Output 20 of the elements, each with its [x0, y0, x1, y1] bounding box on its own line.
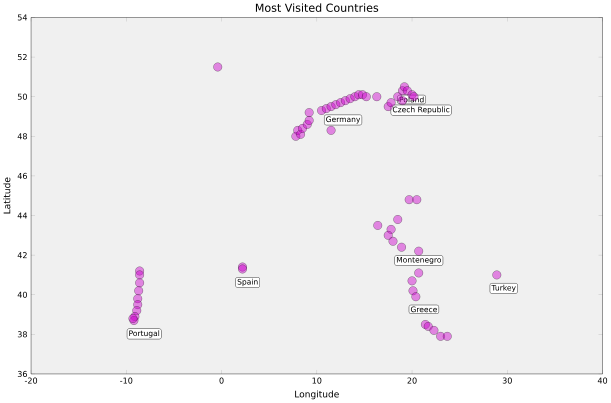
- x-tick-label: 30: [502, 378, 512, 384]
- y-tick-label: 42: [18, 252, 27, 258]
- x-tick-label: 10: [312, 378, 322, 384]
- y-tick-label: 44: [18, 212, 28, 219]
- y-tick-label: 36: [18, 371, 27, 378]
- x-tick-label: 0: [220, 378, 224, 384]
- x-tick-label: -20: [24, 378, 38, 384]
- y-axis-title: Latitude: [3, 178, 10, 214]
- x-tick-label: 20: [408, 378, 417, 384]
- y-tick-label: 46: [18, 173, 27, 180]
- x-axis-title: Longitude: [295, 390, 339, 400]
- x-tick-label: 40: [598, 378, 608, 384]
- x-tick-label: -10: [120, 378, 132, 384]
- y-tick-label: 54: [18, 14, 28, 21]
- y-tick-label: 38: [18, 331, 27, 338]
- y-tick-label: 48: [18, 133, 27, 140]
- y-tick-label: 50: [18, 94, 27, 100]
- y-tick-label: 40: [18, 292, 27, 298]
- y-tick-label: 52: [18, 54, 27, 60]
- chart-title: Most Visited Countries: [256, 4, 378, 12]
